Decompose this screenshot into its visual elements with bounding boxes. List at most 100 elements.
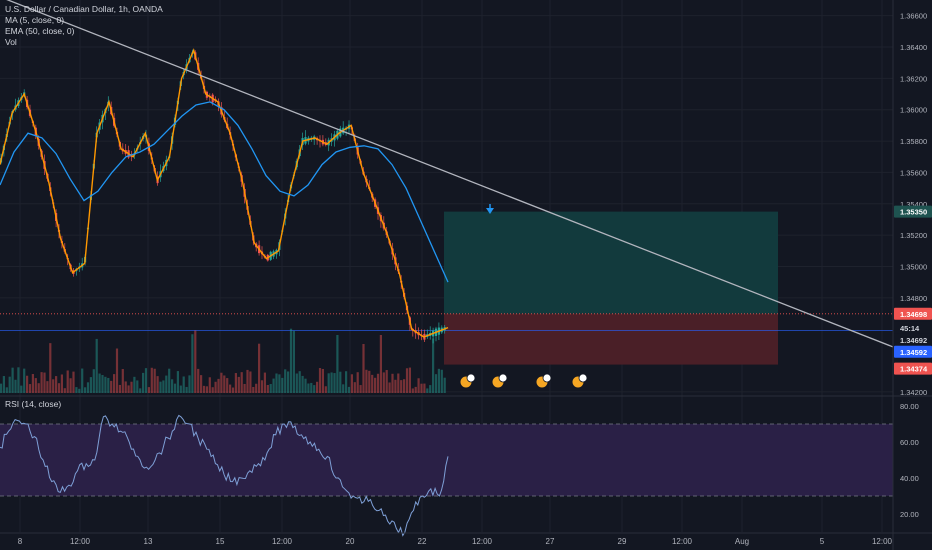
volume-bar <box>171 379 174 393</box>
symbol-label[interactable]: U.S. Dollar / Canadian Dollar, 1h, OANDA <box>5 4 163 14</box>
calendar-event-icon[interactable] <box>491 373 508 389</box>
volume-bar <box>200 375 203 393</box>
ma-label[interactable]: MA (5, close, 0) <box>5 15 65 25</box>
volume-bar <box>263 372 266 393</box>
price-tag <box>894 333 932 346</box>
volume-bar <box>182 376 185 393</box>
volume-bar <box>168 368 171 393</box>
ma-line <box>0 48 449 338</box>
volume-bar <box>133 376 136 393</box>
calendar-event-icon[interactable] <box>459 373 476 389</box>
volume-bar <box>391 373 394 393</box>
volume-bar <box>321 368 324 393</box>
volume-bar <box>426 388 429 393</box>
volume-bar <box>191 334 194 393</box>
volume-bar <box>34 378 37 393</box>
volume-bar <box>28 384 32 393</box>
long-position-tool[interactable] <box>0 204 893 365</box>
ema-label[interactable]: EMA (50, close, 0) <box>5 26 75 36</box>
volume-bar <box>37 383 40 393</box>
volume-bar <box>118 384 121 393</box>
volume-bar <box>333 373 336 393</box>
volume-bar <box>388 382 391 393</box>
time-axis-label: 22 <box>418 537 427 546</box>
volume-bar <box>75 387 78 393</box>
volume-bar <box>104 376 107 393</box>
volume-bar <box>269 384 272 393</box>
volume-bar <box>194 330 197 393</box>
volume-bar <box>162 380 165 393</box>
rsi-axis-label: 20.00 <box>900 510 919 519</box>
volume-bar <box>423 383 426 393</box>
trendline <box>6 0 894 348</box>
price-tag-label: 45:14 <box>900 324 920 333</box>
volume-bar <box>205 386 208 393</box>
volume-bar <box>211 387 214 393</box>
volume-bar <box>292 330 295 393</box>
volume-bar <box>289 328 293 393</box>
volume-bar <box>310 382 313 393</box>
price-tag-label: 1.35350 <box>900 208 927 217</box>
time-axis-label: 20 <box>346 537 355 546</box>
volume-bar <box>249 371 252 393</box>
rsi-pane <box>0 414 893 537</box>
volume-bar <box>31 374 34 393</box>
volume-bar <box>165 375 168 393</box>
price-axis-label: 1.35400 <box>900 200 927 209</box>
price-tag <box>894 307 932 320</box>
volume-bar <box>379 334 382 393</box>
volume-bar <box>316 381 319 393</box>
calendar-event-icon[interactable] <box>571 373 588 389</box>
price-tag-label: 1.34692 <box>900 336 927 345</box>
indicator-lines <box>0 0 894 348</box>
volume-bar <box>318 368 322 393</box>
volume-bar <box>153 368 156 393</box>
volume-bar <box>20 385 23 393</box>
rsi-band <box>0 424 893 496</box>
time-axis-label: 27 <box>546 537 555 546</box>
time-axis-label: 12:00 <box>672 537 693 546</box>
volume-bar <box>150 367 153 393</box>
volume-bar <box>17 367 20 393</box>
price-axis-label: 1.36400 <box>900 43 927 52</box>
volume-bar <box>107 377 110 393</box>
calendar-event-icon[interactable] <box>535 373 552 389</box>
volume-bar <box>336 334 339 393</box>
stop-zone <box>444 313 778 365</box>
volume-bar <box>414 386 417 393</box>
volume-bar <box>226 378 229 393</box>
volume-bar <box>139 388 142 393</box>
volume-bar <box>281 377 284 393</box>
vol-label[interactable]: Vol <box>5 37 17 47</box>
volume-bar <box>385 370 388 393</box>
time-axis-label: 29 <box>618 537 627 546</box>
volume-bar <box>246 369 249 393</box>
price-axis-label: 1.34200 <box>900 388 927 397</box>
volume-bar <box>46 381 49 393</box>
volume-bars <box>0 328 446 393</box>
time-axis-label: 12:00 <box>70 537 91 546</box>
rsi-legend: RSI (14, close) <box>5 399 61 410</box>
volume-bar <box>272 378 275 393</box>
rsi-label[interactable]: RSI (14, close) <box>5 399 62 409</box>
arrow-down-icon <box>486 208 494 214</box>
volume-bar <box>52 379 55 393</box>
volume-bar <box>179 385 182 393</box>
volume-bar <box>362 343 365 393</box>
volume-bar <box>417 378 420 393</box>
event-markers[interactable] <box>459 373 588 389</box>
volume-bar <box>405 368 409 393</box>
volume-bar <box>78 388 81 393</box>
volume-bar <box>298 371 301 393</box>
volume-bar <box>327 373 330 393</box>
volume-bar <box>374 377 377 393</box>
volume-bar <box>350 374 353 393</box>
volume-bar <box>365 369 368 393</box>
volume-bar <box>252 386 255 393</box>
volume-bar <box>95 338 98 393</box>
volume-bar <box>411 388 414 393</box>
volume-bar <box>301 375 304 393</box>
price-tag-label: 1.34374 <box>900 365 928 374</box>
